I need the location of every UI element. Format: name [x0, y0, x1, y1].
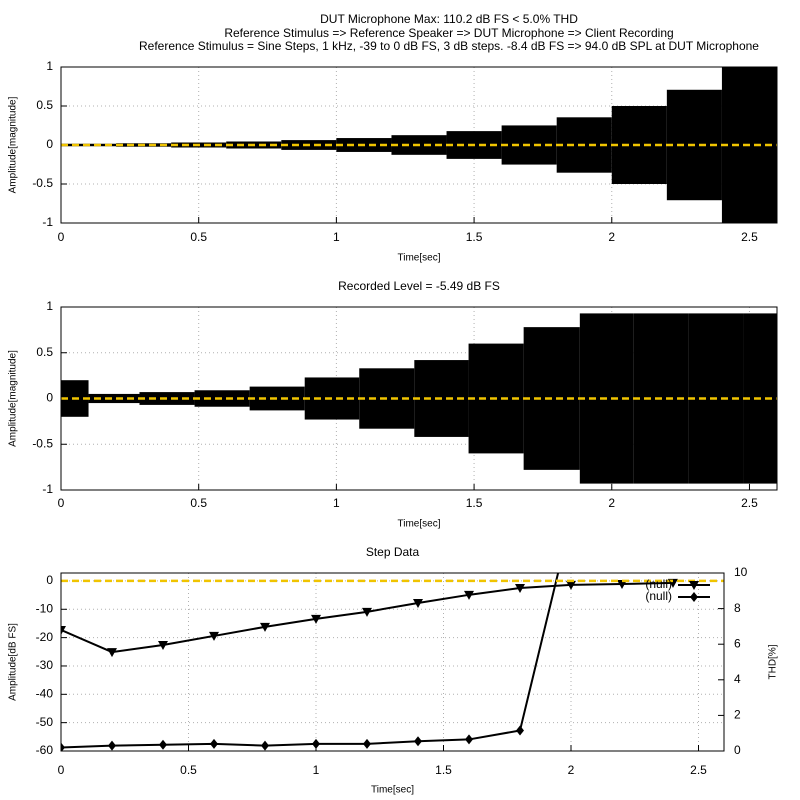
x-tick-label: 2 [568, 763, 575, 777]
x-tick-label: 0.5 [190, 230, 207, 244]
marker [107, 648, 117, 658]
y-axis-label: Amplitude[dB FS] [8, 623, 19, 701]
panel: Recorded Level = -5.49 dB FS 0 0.5 1 1.5 2 2.5… [8, 279, 778, 530]
y-tick-label: -1 [42, 215, 53, 229]
waveform-step [249, 386, 305, 411]
marker [362, 607, 372, 617]
y2-tick-label: 6 [734, 636, 741, 650]
marker [363, 738, 371, 749]
x-tick-label: 1 [333, 496, 340, 510]
y2-tick-label: 0 [734, 743, 741, 757]
marker [566, 580, 576, 590]
plot-frame [60, 572, 725, 752]
series-line [61, 581, 674, 654]
y-tick-label: -40 [36, 686, 54, 700]
panel: DUT Microphone Max: 110.2 dB FS < 5.0% T… [8, 12, 778, 264]
y2-tick-label: 2 [734, 708, 741, 722]
x-tick-label: 0.5 [190, 496, 207, 510]
marker [311, 614, 321, 624]
y-tick-label: 0 [46, 137, 53, 151]
y2-tick-label: 8 [734, 601, 741, 615]
plot-area [61, 313, 777, 484]
y-tick-label: 0.5 [36, 345, 53, 359]
y-tick-label: -0.5 [32, 176, 53, 190]
x-tick-label: 2.5 [741, 230, 758, 244]
y-tick-label: -10 [36, 601, 54, 615]
x-tick-label: 2 [608, 230, 615, 244]
panel-title: Recorded Level = -5.49 dB FS [338, 279, 500, 293]
y-tick-label: 0 [46, 573, 53, 587]
y2-tick-label: 4 [734, 672, 741, 686]
legend-marker [690, 592, 698, 602]
y-tick-label: -20 [36, 630, 54, 644]
marker [210, 738, 218, 749]
y-tick-label: -60 [36, 743, 54, 757]
panel-title: Reference Stimulus = Sine Steps, 1 kHz, … [139, 39, 759, 53]
x-tick-label: 1 [313, 763, 320, 777]
panel-title: DUT Microphone Max: 110.2 dB FS < 5.0% T… [320, 12, 578, 26]
marker [515, 584, 525, 594]
x-tick-label: 0 [58, 230, 65, 244]
plot-area [61, 515, 724, 751]
marker [108, 740, 116, 751]
marker [464, 590, 474, 600]
marker [61, 742, 65, 751]
marker [414, 736, 422, 747]
y-axis-label: Amplitude[magnitude] [8, 96, 19, 193]
x-tick-label: 2.5 [741, 496, 758, 510]
marker [159, 739, 167, 750]
marker [312, 738, 320, 749]
marker [617, 580, 627, 590]
plot-frame [60, 306, 778, 491]
x-tick-label: 1.5 [466, 230, 483, 244]
x-tick-label: 0.5 [180, 763, 197, 777]
marker [260, 622, 270, 632]
y-tick-label: 0.5 [36, 98, 53, 112]
x-tick-label: 0 [58, 763, 65, 777]
marker [465, 734, 473, 745]
marker [516, 725, 524, 736]
marker [261, 740, 269, 751]
waveform-step [194, 390, 250, 407]
x-tick-label: 1.5 [466, 496, 483, 510]
panel-title: Step Data [366, 545, 420, 559]
x-tick-label: 1 [333, 230, 340, 244]
x-tick-label: 0 [58, 496, 65, 510]
x-axis-label: Time[sec] [371, 785, 414, 796]
x-tick-label: 2 [608, 496, 615, 510]
x-tick-label: 1.5 [435, 763, 452, 777]
marker [209, 631, 219, 641]
y-tick-label: -1 [42, 482, 53, 496]
marker [61, 625, 66, 635]
marker [567, 515, 575, 525]
x-axis-label: Time[sec] [398, 519, 441, 530]
y-tick-label: 0 [46, 391, 53, 405]
marker [413, 599, 423, 609]
legend-label: (null) [645, 589, 672, 603]
legend-marker [689, 581, 699, 590]
legend-label: (null) [645, 577, 672, 591]
waveform-step [139, 392, 195, 405]
panel: Step Data 0 0.5 1 1.5 2 2.5 -60 -50 -40 -30 -20 -10 0… [8, 515, 779, 796]
y-tick-label: -0.5 [32, 436, 53, 450]
y2-tick-label: 10 [734, 565, 748, 579]
y-axis-label: Amplitude[magnitude] [8, 350, 19, 447]
waveform-step [88, 393, 140, 404]
y-tick-label: 1 [46, 59, 53, 73]
y-tick-label: -50 [36, 715, 54, 729]
y-tick-label: -30 [36, 658, 54, 672]
y-tick-label: 1 [46, 299, 53, 313]
x-axis-label: Time[sec] [398, 253, 441, 264]
x-tick-label: 2.5 [690, 763, 707, 777]
marker [158, 640, 168, 650]
plot-frame [60, 66, 778, 224]
y2-axis-label: THD[%] [768, 644, 779, 679]
plot-area [61, 67, 777, 223]
panel-title: Reference Stimulus => Reference Speaker … [224, 26, 673, 40]
